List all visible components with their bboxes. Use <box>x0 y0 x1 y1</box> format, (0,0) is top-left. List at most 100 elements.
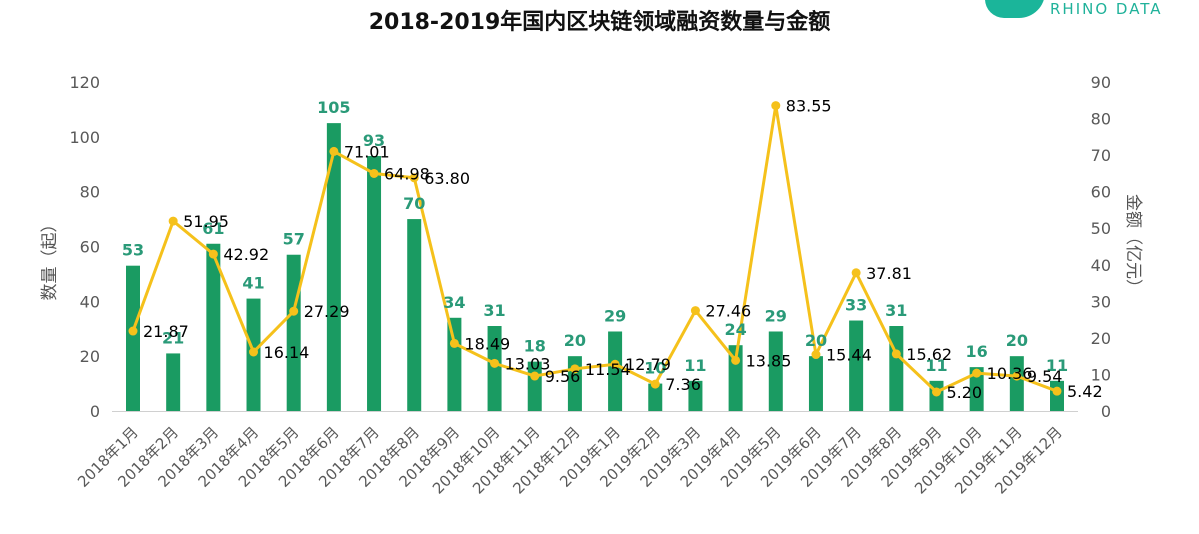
line-point <box>771 101 781 111</box>
line-value-label: 5.42 <box>1067 382 1103 401</box>
amount-line <box>131 104 1058 394</box>
bar-value-label: 29 <box>765 306 787 325</box>
line-value-label: 13.85 <box>746 351 792 370</box>
line-value-label: 7.36 <box>665 375 701 394</box>
line-value-label: 27.46 <box>705 302 751 321</box>
y2-tick-label: 70 <box>1091 146 1111 165</box>
y-tick-label: 80 <box>80 183 100 202</box>
bar-value-label: 53 <box>122 241 144 260</box>
line-value-label: 9.56 <box>545 367 581 386</box>
line-point <box>972 368 982 378</box>
bar-value-label: 11 <box>684 356 706 375</box>
line-point <box>570 364 580 374</box>
bar <box>407 219 422 411</box>
line-value-label: 16.14 <box>264 343 310 362</box>
line-point <box>731 355 741 365</box>
bar-value-label: 16 <box>966 342 988 361</box>
bar-value-label: 10 <box>644 359 666 378</box>
line-point <box>650 379 660 389</box>
bar-value-label: 70 <box>403 194 425 213</box>
bar <box>286 254 301 411</box>
logo-text: RHINO DATA <box>1050 0 1163 18</box>
bar <box>768 331 783 411</box>
line-value-label: 21.87 <box>143 322 189 341</box>
line-value-label: 5.20 <box>946 383 982 402</box>
line-point <box>690 306 700 316</box>
bar-value-label: 20 <box>564 331 586 350</box>
bar-value-label: 21 <box>162 328 184 347</box>
bar <box>206 243 221 411</box>
bar <box>889 326 904 411</box>
line-value-label: 51.95 <box>183 212 229 231</box>
line-value-label: 71.01 <box>344 142 390 161</box>
bar <box>688 380 703 411</box>
bar <box>648 383 663 411</box>
y2-tick-label: 80 <box>1091 110 1111 129</box>
line-value-label: 42.92 <box>223 245 269 264</box>
line-value-label: 37.81 <box>866 264 912 283</box>
bar <box>608 331 623 411</box>
line-value-label: 27.29 <box>304 302 350 321</box>
line-value-label: 10.36 <box>987 364 1033 383</box>
bar-value-label: 57 <box>283 230 305 249</box>
line-point <box>1012 371 1022 381</box>
chart-title: 2018-2019年国内区块链领域融资数量与金额 <box>368 10 831 35</box>
bar-value-label: 11 <box>1046 356 1068 375</box>
bar <box>326 123 341 411</box>
line-value-label: 15.44 <box>826 346 872 365</box>
line-point <box>851 268 861 278</box>
y2-tick-label: 50 <box>1091 219 1111 238</box>
y-axis-label: 数量（起） <box>40 216 60 301</box>
line-point <box>208 249 218 259</box>
line-value-label: 83.55 <box>786 97 832 116</box>
rhino-logo-icon <box>985 0 1045 18</box>
line-value-label: 63.80 <box>424 169 470 188</box>
bar <box>166 353 181 411</box>
bar-value-label: 20 <box>1006 331 1028 350</box>
bar-value-label: 24 <box>724 320 746 339</box>
line-point <box>811 350 821 360</box>
y-tick-label: 40 <box>80 292 100 311</box>
y2-tick-label: 60 <box>1091 183 1111 202</box>
line-point <box>409 173 419 183</box>
line-point <box>1052 386 1062 396</box>
y2-tick-label: 20 <box>1091 329 1111 348</box>
line-value-label: 11.54 <box>585 360 631 379</box>
line-value-label: 18.49 <box>464 334 510 353</box>
line-point <box>168 216 178 226</box>
line-value-label: 64.98 <box>384 164 430 183</box>
bar <box>126 265 140 411</box>
line-point <box>449 338 459 348</box>
bar-value-label: 29 <box>604 306 626 325</box>
y2-tick-label: 90 <box>1091 73 1111 92</box>
y-tick-label: 0 <box>90 402 100 421</box>
y2-tick-label: 0 <box>1101 402 1111 421</box>
bar-value-label: 11 <box>925 356 947 375</box>
y2-tick-label: 40 <box>1091 256 1111 275</box>
y-tick-label: 20 <box>80 347 100 366</box>
line-point <box>891 349 901 359</box>
bar <box>969 367 984 411</box>
bar <box>447 317 462 411</box>
bar-value-label: 105 <box>317 98 350 117</box>
bar-value-label: 20 <box>805 331 827 350</box>
bar <box>367 156 382 411</box>
bar-value-label: 18 <box>524 337 546 356</box>
bar <box>487 326 502 411</box>
y2-tick-label: 30 <box>1091 292 1111 311</box>
line-point <box>329 146 339 156</box>
y2-tick-label: 10 <box>1091 365 1111 384</box>
bar <box>849 320 864 411</box>
bar-value-label: 34 <box>443 293 465 312</box>
line-value-label: 13.03 <box>505 354 551 373</box>
bar-value-label: 31 <box>885 301 907 320</box>
line-point <box>369 168 379 178</box>
y-tick-label: 100 <box>69 128 100 147</box>
line-point <box>289 306 299 316</box>
line-point <box>530 371 540 381</box>
line-value-label: 9.54 <box>1027 367 1063 386</box>
line-point <box>249 347 259 357</box>
line-point <box>490 358 500 368</box>
line-point <box>128 326 138 336</box>
